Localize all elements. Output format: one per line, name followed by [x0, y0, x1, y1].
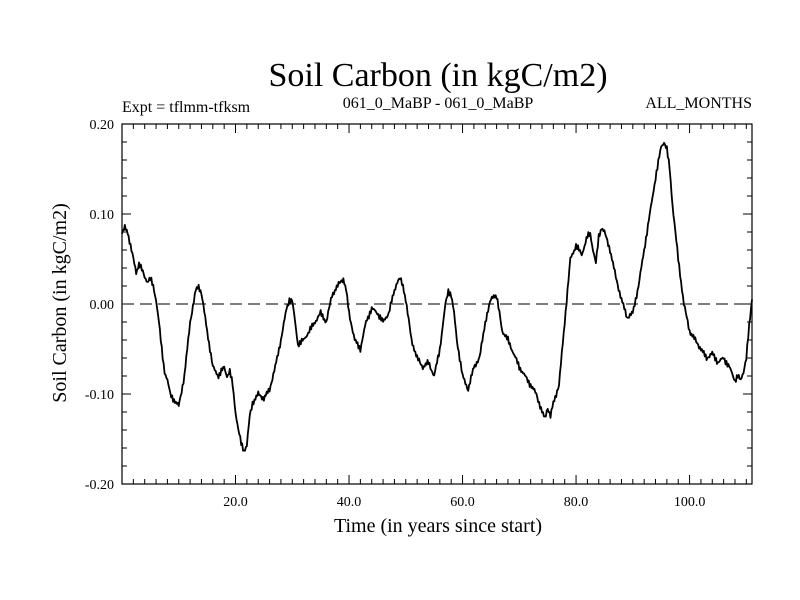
subtitle-right: ALL_MONTHS: [645, 95, 752, 112]
plot-area: 20.0 40.0 60.0 80.0 100.0 -0.20 -0.10 0.00 0.10 0…: [85, 118, 753, 510]
y-tick-label: 0.20: [90, 118, 115, 133]
chart-title: Soil Carbon (in kgC/m2): [268, 57, 607, 94]
y-tick-label: 0.00: [90, 298, 115, 313]
subtitle-center: 061_0_MaBP - 061_0_MaBP: [343, 95, 534, 112]
x-tick-label: 60.0: [450, 495, 475, 510]
x-tick-label: 80.0: [564, 495, 589, 510]
subtitle-left: Expt = tflmm-tfksm: [122, 99, 251, 116]
y-tick-label: 0.10: [90, 208, 115, 223]
x-tick-label: 40.0: [337, 495, 362, 510]
x-tick-label: 20.0: [223, 495, 248, 510]
series-line: [121, 141, 753, 452]
y-axis-label: Soil Carbon (in kgC/m2): [49, 203, 71, 402]
x-axis-label: Time (in years since start): [334, 515, 542, 537]
x-tick-label: 100.0: [674, 495, 706, 510]
y-tick-label: -0.10: [85, 388, 114, 403]
y-tick-label: -0.20: [85, 478, 114, 493]
